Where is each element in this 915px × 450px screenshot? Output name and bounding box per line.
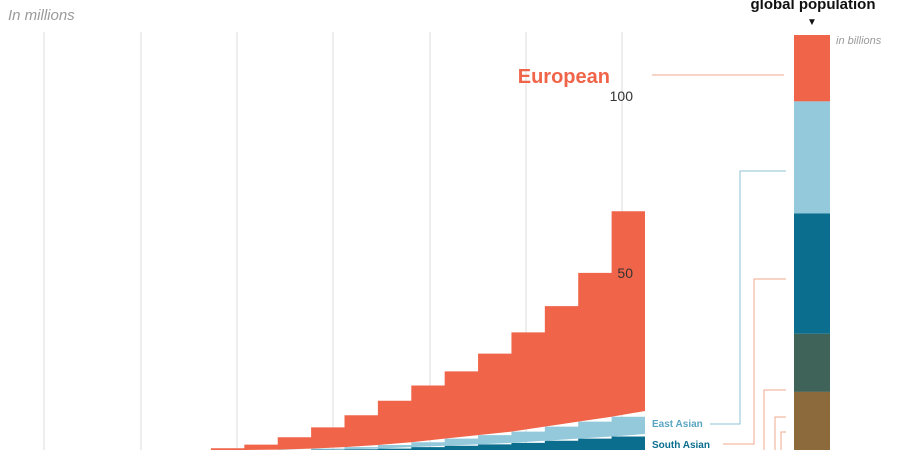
area-south-asian <box>44 434 645 450</box>
area-east-asian <box>44 411 645 450</box>
leader-line-group-6 <box>780 431 786 450</box>
label-east-asian: East Asian <box>652 419 703 430</box>
bar-segment-european <box>794 35 830 102</box>
bar-panel-unit-note: in billions <box>836 35 882 47</box>
leader-line-south-asian <box>723 278 786 445</box>
label-european: European <box>518 66 610 88</box>
down-arrow-icon: ▼ <box>807 17 817 28</box>
bar-panel-title: global population <box>750 0 876 13</box>
bar-segment-brown <box>794 391 830 450</box>
bar-segment-dark-green <box>794 333 830 392</box>
leader-line-group-5 <box>774 416 786 450</box>
y-tick-label-50: 50 <box>617 265 633 281</box>
axis-unit-note: In millions <box>8 7 75 24</box>
leader-line-east-asian <box>710 170 786 425</box>
bar-segment-east-asian <box>794 101 830 214</box>
leader-line-group-4 <box>763 389 786 450</box>
y-tick-label-100: 100 <box>610 88 634 104</box>
bar-segment-south-asian <box>794 213 830 334</box>
area-european <box>44 35 645 450</box>
label-south-asian: South Asian <box>652 440 710 450</box>
